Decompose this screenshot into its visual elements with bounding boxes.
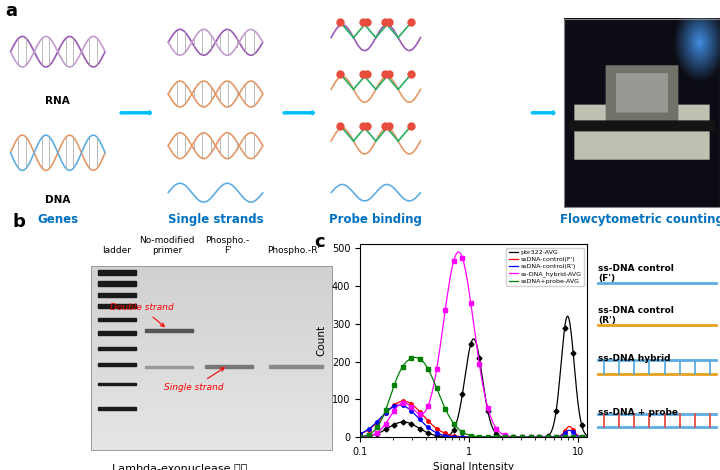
Bar (98, 318, 135, 321)
Bar (269, 365, 323, 368)
ssDNA+probe-AVG (499, 434, 508, 440)
pbr322-AVG (563, 313, 572, 319)
ss-DNA_hybrid-AVG (521, 434, 530, 440)
Text: a: a (5, 2, 17, 20)
Text: Single strands: Single strands (168, 212, 264, 226)
Text: ss-DNA control
(F'): ss-DNA control (F') (598, 264, 674, 283)
ssDNA-control(R') (446, 433, 455, 439)
Bar (98, 347, 135, 350)
ssDNA-control(F') (520, 434, 528, 440)
Text: ss-DNA hybrid: ss-DNA hybrid (598, 354, 670, 363)
pbr322-AVG (521, 434, 529, 440)
ssDNA-control(F') (446, 432, 455, 438)
ssDNA+probe-AVG (356, 434, 364, 439)
pbr322-AVG (356, 434, 364, 439)
ssDNA-control(F') (399, 399, 408, 404)
ssDNA-control(R') (520, 434, 528, 440)
ssDNA-control(F') (356, 431, 364, 437)
Text: Single strand: Single strand (164, 368, 224, 392)
ssDNA-control(F') (535, 434, 544, 440)
pbr322-AVG (430, 432, 438, 438)
ssDNA+probe-AVG (446, 415, 455, 421)
Bar (98, 293, 135, 297)
ssDNA+probe-AVG (430, 380, 438, 386)
pbr322-AVG (383, 426, 392, 431)
ss-DNA_hybrid-AVG (430, 382, 438, 387)
Text: Probe binding: Probe binding (329, 212, 422, 226)
ssDNA-control(F') (383, 408, 392, 414)
Text: Phospho.-
F': Phospho.- F' (205, 236, 250, 255)
Legend: pbr322-AVG, ssDNA-control(F'), ssDNA-control(R'), ss-DNA_hybrid-AVG, ssDNA+probe: pbr322-AVG, ssDNA-control(F'), ssDNA-con… (506, 248, 584, 286)
ssDNA-control(R') (499, 434, 508, 440)
pbr322-AVG (446, 432, 454, 438)
ssDNA+probe-AVG (582, 434, 591, 440)
Bar (98, 281, 135, 286)
ssDNA+probe-AVG (521, 434, 530, 440)
ss-DNA_hybrid-AVG (446, 277, 454, 282)
Line: pbr322-AVG: pbr322-AVG (360, 316, 587, 437)
Bar (145, 329, 193, 332)
Line: ssDNA-control(F'): ssDNA-control(F') (360, 401, 587, 437)
Text: Lambda-exonuclease 처리: Lambda-exonuclease 처리 (112, 463, 248, 470)
Text: Flowcytometric counting: Flowcytometric counting (560, 212, 720, 226)
ssDNA-control(R') (395, 402, 403, 408)
ssDNA-control(R') (383, 408, 392, 414)
pbr322-AVG (519, 434, 528, 440)
ssDNA-control(R') (521, 434, 530, 440)
Bar (98, 383, 135, 385)
Text: DNA: DNA (45, 195, 71, 205)
Bar (98, 304, 135, 308)
ssDNA+probe-AVG (383, 402, 392, 408)
Text: Phospho.-R': Phospho.-R' (268, 246, 320, 255)
pbr322-AVG (582, 433, 591, 439)
Bar (98, 331, 135, 335)
pbr322-AVG (523, 434, 531, 440)
Text: No-modified
primer: No-modified primer (140, 236, 195, 255)
ssDNA-control(F') (582, 434, 591, 440)
ssDNA-control(F') (521, 434, 530, 440)
Text: ladder: ladder (102, 246, 131, 255)
ss-DNA_hybrid-AVG (582, 434, 591, 440)
Bar (564, 19, 720, 207)
Bar (98, 269, 135, 275)
ssDNA-control(R') (582, 434, 591, 440)
Line: ss-DNA_hybrid-AVG: ss-DNA_hybrid-AVG (360, 252, 587, 437)
ss-DNA_hybrid-AVG (520, 434, 528, 440)
Text: ss-DNA control
(R'): ss-DNA control (R') (598, 306, 674, 325)
Line: ssDNA+probe-AVG: ssDNA+probe-AVG (360, 358, 587, 437)
Text: b: b (12, 213, 25, 231)
ss-DNA_hybrid-AVG (383, 418, 392, 424)
ssDNA-control(F') (430, 424, 438, 430)
Bar (98, 407, 135, 410)
ss-DNA_hybrid-AVG (499, 432, 508, 438)
ssDNA+probe-AVG (520, 434, 528, 440)
Text: Double strand: Double strand (110, 304, 174, 327)
ssDNA-control(R') (430, 429, 438, 434)
ssDNA-control(R') (533, 434, 541, 440)
ssDNA-control(R') (356, 431, 364, 437)
Bar (145, 366, 193, 368)
Line: ssDNA-control(R'): ssDNA-control(R') (360, 405, 587, 437)
Bar (205, 365, 253, 368)
Text: ss-DNA + probe: ss-DNA + probe (598, 408, 678, 417)
pbr322-AVG (498, 434, 507, 439)
ss-DNA_hybrid-AVG (454, 249, 463, 255)
Text: c: c (315, 233, 325, 251)
Text: Genes: Genes (37, 212, 78, 226)
X-axis label: Signal Intensity: Signal Intensity (433, 462, 514, 470)
ssDNA-control(F') (499, 434, 508, 440)
Bar (91, 266, 332, 449)
ssDNA+probe-AVG (411, 355, 420, 360)
Y-axis label: Count: Count (316, 325, 326, 356)
Text: RNA: RNA (45, 96, 70, 106)
ss-DNA_hybrid-AVG (356, 434, 364, 440)
Bar (98, 363, 135, 366)
